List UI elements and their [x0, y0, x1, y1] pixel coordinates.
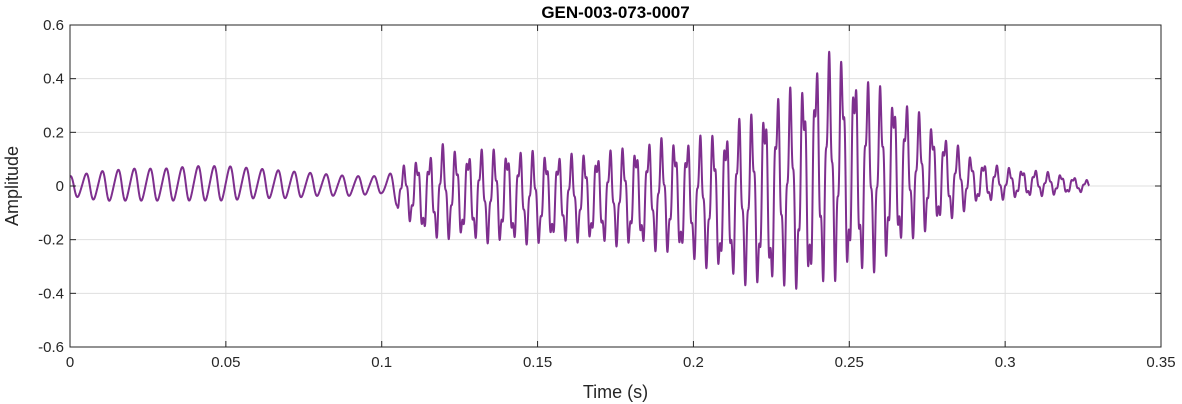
y-tick-label: 0.6 — [43, 17, 64, 34]
signal-line — [69, 50, 1091, 290]
signal-series — [69, 50, 1091, 290]
x-axis-label: Time (s) — [583, 382, 648, 402]
y-tick-label: -0.4 — [38, 285, 64, 302]
y-tick-label: -0.2 — [38, 232, 64, 249]
x-tick-label: 0.15 — [523, 354, 552, 371]
y-axis-label: Amplitude — [2, 146, 22, 226]
x-tick-labels: 0 0.05 0.1 0.15 0.2 0.25 0.3 0.35 — [66, 354, 1176, 371]
x-tick-label: 0.05 — [211, 354, 240, 371]
x-tick-label: 0.1 — [371, 354, 392, 371]
x-tick-label: 0.2 — [683, 354, 704, 371]
x-tick-label: 0.25 — [835, 354, 864, 371]
y-tick-label: -0.6 — [38, 339, 64, 356]
y-tick-label: 0.4 — [43, 71, 64, 88]
chart-title: GEN-003-073-0007 — [541, 3, 689, 22]
y-tick-label: 0 — [56, 178, 64, 195]
x-tick-label: 0.35 — [1146, 354, 1175, 371]
x-tick-label: 0.3 — [995, 354, 1016, 371]
y-tick-labels: -0.6 -0.4 -0.2 0 0.2 0.4 0.6 — [38, 17, 64, 356]
ticks — [69, 24, 1162, 348]
x-tick-label: 0 — [66, 354, 74, 371]
y-tick-label: 0.2 — [43, 124, 64, 141]
grid — [70, 25, 1161, 347]
